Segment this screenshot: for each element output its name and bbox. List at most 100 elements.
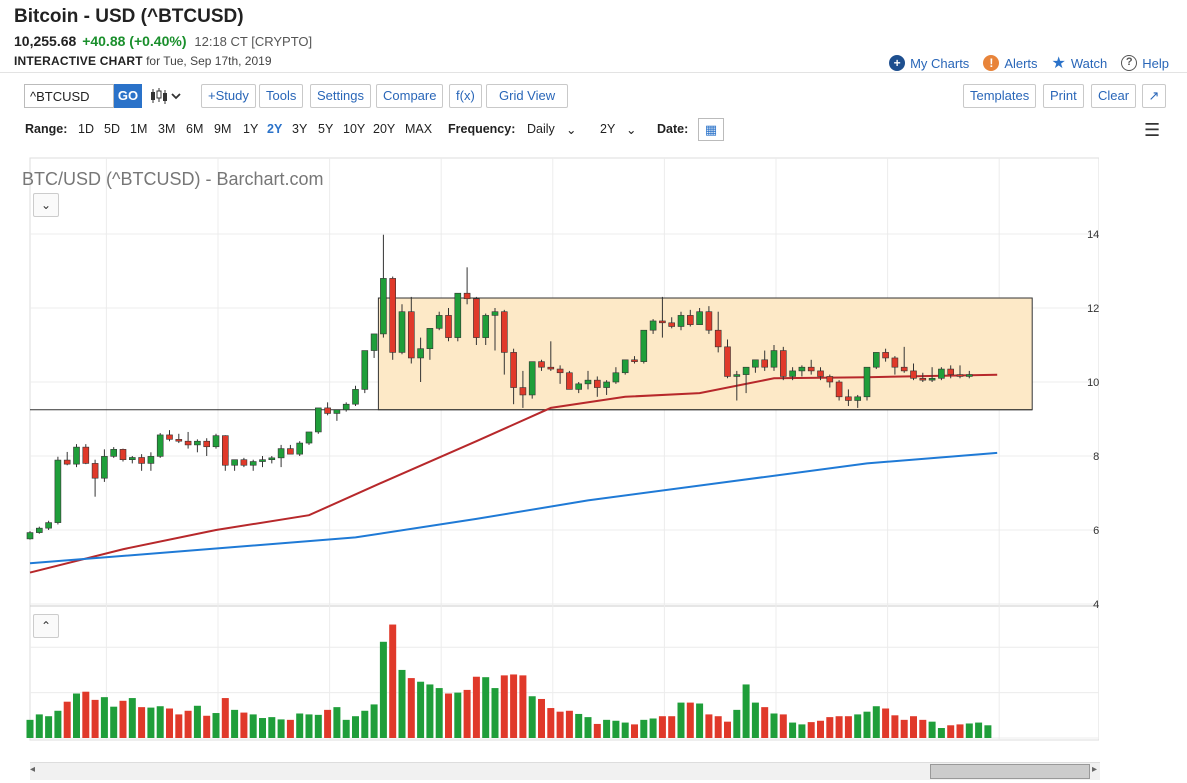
- scroll-right-icon[interactable]: ▸: [1092, 764, 1098, 775]
- candle: [380, 234, 387, 338]
- candle: [631, 356, 638, 364]
- scroll-thumb[interactable]: [930, 764, 1090, 779]
- chart-scrollbar[interactable]: ◂ ▸: [30, 762, 1100, 780]
- candle: [519, 370, 527, 408]
- symbol-input[interactable]: [24, 84, 114, 108]
- range-option[interactable]: 10Y: [343, 122, 366, 136]
- volume-bar: [733, 709, 741, 738]
- candle-body: [361, 350, 369, 390]
- candle-body: [900, 366, 908, 372]
- help-link[interactable]: ? Help: [1121, 55, 1169, 71]
- period-chevron-icon[interactable]: ⌄: [626, 123, 637, 137]
- settings-button[interactable]: Settings: [310, 84, 371, 108]
- range-option[interactable]: 5D: [104, 122, 120, 136]
- range-option[interactable]: 9M: [214, 122, 232, 136]
- volume-bar: [965, 723, 973, 738]
- candle: [35, 526, 43, 534]
- candle-body: [380, 278, 387, 335]
- candle: [640, 329, 648, 364]
- candle: [175, 433, 183, 444]
- candle: [538, 359, 545, 371]
- expand-button[interactable]: ↗: [1142, 84, 1166, 108]
- candle: [184, 431, 192, 449]
- candle: [593, 376, 601, 397]
- volume-bar: [686, 702, 694, 738]
- volume-bar: [435, 688, 443, 738]
- candle: [119, 448, 127, 462]
- range-option[interactable]: MAX: [405, 122, 433, 136]
- candle: [575, 382, 583, 394]
- range-option-active[interactable]: 2Y: [267, 122, 283, 136]
- watch-link[interactable]: ★ Watch: [1052, 53, 1108, 73]
- volume-bar: [296, 713, 304, 738]
- candle-body: [510, 352, 517, 388]
- volume-bar: [482, 677, 490, 738]
- candle-body: [407, 311, 415, 359]
- candle: [826, 374, 834, 388]
- volume-bar: [724, 721, 731, 738]
- candle-body: [919, 378, 927, 381]
- volume-bar: [426, 684, 434, 738]
- candle: [352, 385, 359, 407]
- candle-body: [649, 320, 657, 331]
- range-option[interactable]: 1D: [78, 122, 94, 136]
- volume-bar: [128, 698, 136, 738]
- candle: [389, 276, 397, 360]
- candle-body: [668, 322, 676, 327]
- range-option[interactable]: 6M: [186, 122, 204, 136]
- volume-bar: [491, 688, 499, 738]
- volume-bar: [389, 624, 397, 738]
- print-button[interactable]: Print: [1043, 84, 1084, 108]
- candle-body: [584, 379, 592, 385]
- top-links: + My Charts ! Alerts ★ Watch ? Help: [889, 53, 1169, 73]
- menu-icon[interactable]: ☰: [1144, 120, 1161, 140]
- go-button[interactable]: GO: [114, 84, 142, 108]
- volume-bar: [835, 716, 843, 738]
- grid-view-button[interactable]: Grid View: [486, 84, 569, 108]
- frequency-chevron-icon[interactable]: ⌄: [566, 123, 577, 137]
- candle-body: [789, 370, 796, 377]
- collapse-volume-pane-button[interactable]: ⌃: [33, 614, 59, 638]
- candle-body: [593, 379, 601, 388]
- chart-type-selector[interactable]: [148, 86, 184, 106]
- volume-bar: [110, 706, 118, 738]
- alerts-link[interactable]: ! Alerts: [983, 55, 1038, 71]
- add-study-button[interactable]: +Study: [201, 84, 256, 108]
- candle-body: [63, 459, 71, 465]
- range-option[interactable]: 5Y: [318, 122, 334, 136]
- tools-button[interactable]: Tools: [259, 84, 304, 108]
- candle-body: [779, 350, 787, 377]
- range-option[interactable]: 20Y: [373, 122, 396, 136]
- candle-body: [463, 292, 471, 300]
- price-chart[interactable]: 14,000.00 12,000.00 10,000.00 8,000.00 6,000…: [14, 152, 1164, 759]
- candle-body: [101, 456, 108, 479]
- candle-body: [826, 376, 834, 383]
- candle-body: [705, 311, 713, 331]
- volume-bar: [770, 713, 778, 738]
- candle: [770, 345, 778, 371]
- candle: [659, 296, 666, 338]
- templates-button[interactable]: Templates: [963, 84, 1037, 108]
- volume-bar: [249, 714, 257, 738]
- calendar-icon[interactable]: ▦: [698, 118, 724, 141]
- my-charts-link[interactable]: + My Charts: [889, 55, 969, 71]
- range-option[interactable]: 3Y: [292, 122, 308, 136]
- compare-button[interactable]: Compare: [376, 84, 444, 108]
- range-option[interactable]: 3M: [158, 122, 176, 136]
- period-select[interactable]: 2Y: [600, 122, 616, 136]
- scroll-left-icon[interactable]: ◂: [30, 764, 36, 775]
- volume-bar: [361, 710, 369, 738]
- candle: [724, 339, 731, 379]
- volume-bar: [882, 708, 890, 738]
- candle-body: [240, 459, 248, 466]
- clear-button[interactable]: Clear: [1091, 84, 1137, 108]
- collapse-price-pane-button[interactable]: ⌄: [33, 193, 59, 217]
- candle-body: [370, 333, 378, 351]
- candle-body: [863, 366, 871, 398]
- range-option[interactable]: 1M: [130, 122, 148, 136]
- fx-button[interactable]: f(x): [449, 84, 482, 108]
- volume-bar: [398, 669, 406, 738]
- volume-bar: [221, 698, 229, 738]
- range-option[interactable]: 1Y: [243, 122, 259, 136]
- frequency-select[interactable]: Daily: [527, 122, 555, 136]
